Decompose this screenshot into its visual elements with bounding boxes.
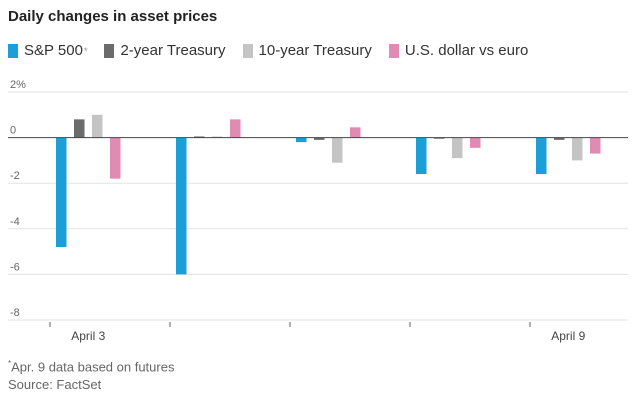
bar-3-4 — [590, 137, 601, 154]
bar-3-2 — [350, 127, 361, 138]
bar-2-0 — [92, 114, 103, 138]
y-tick-label: -2 — [10, 170, 20, 182]
bar-0-3 — [416, 137, 427, 175]
legend-label-2yr: 2-year Treasury — [120, 42, 226, 59]
legend-item-2yr: 2-year Treasury — [104, 42, 226, 59]
legend-swatch-sp500 — [8, 43, 18, 58]
x-tick-label: April 9 — [551, 329, 585, 343]
footnote-note-text: Apr. 9 data based on futures — [11, 359, 175, 375]
legend-swatch-2yr — [104, 43, 115, 58]
bar-1-3 — [434, 137, 445, 139]
footnote-note-marker: * — [8, 359, 12, 368]
legend-label-sp500: S&P 500 — [24, 42, 83, 59]
footnote-note: *Apr. 9 data based on futures — [8, 355, 174, 376]
legend-swatch-10yr — [242, 43, 253, 58]
bar-2-3 — [452, 137, 463, 159]
legend-item-sp500: S&P 500 * — [8, 42, 87, 59]
legend-item-10yr: 10-year Treasury — [242, 42, 372, 59]
y-tick-label: 2% — [10, 79, 26, 91]
y-tick-label: 0 — [10, 125, 16, 137]
bar-2-1 — [212, 136, 223, 138]
bar-2-4 — [572, 137, 583, 161]
footnote: *Apr. 9 data based on futures Source: Fa… — [8, 355, 174, 394]
bar-1-1 — [194, 136, 205, 138]
bar-1-4 — [554, 137, 565, 140]
legend-swatch-usd-eur — [388, 43, 399, 58]
bar-0-1 — [176, 137, 187, 275]
bar-1-0 — [74, 119, 85, 138]
legend: S&P 500 * 2-year Treasury 10-year Treasur… — [8, 42, 545, 59]
bar-0-4 — [536, 137, 547, 175]
y-tick-label: -4 — [10, 216, 20, 228]
x-tick-label: April 3 — [71, 329, 105, 343]
legend-footnote-marker: * — [83, 45, 88, 56]
y-tick-label: -6 — [10, 261, 20, 273]
bar-0-0 — [56, 137, 67, 248]
bar-0-2 — [296, 137, 307, 143]
bar-3-1 — [230, 119, 241, 138]
y-tick-label: -8 — [10, 307, 20, 319]
chart-title: Daily changes in asset prices — [8, 8, 218, 25]
legend-label-usd-eur: U.S. dollar vs euro — [404, 42, 529, 59]
bar-3-3 — [470, 137, 481, 148]
bar-2-2 — [332, 137, 343, 163]
legend-item-usd-eur: U.S. dollar vs euro — [388, 42, 529, 59]
bar-1-2 — [314, 137, 325, 140]
bar-3-0 — [110, 137, 121, 179]
legend-label-10yr: 10-year Treasury — [258, 42, 372, 59]
footnote-source: Source: FactSet — [8, 377, 102, 393]
